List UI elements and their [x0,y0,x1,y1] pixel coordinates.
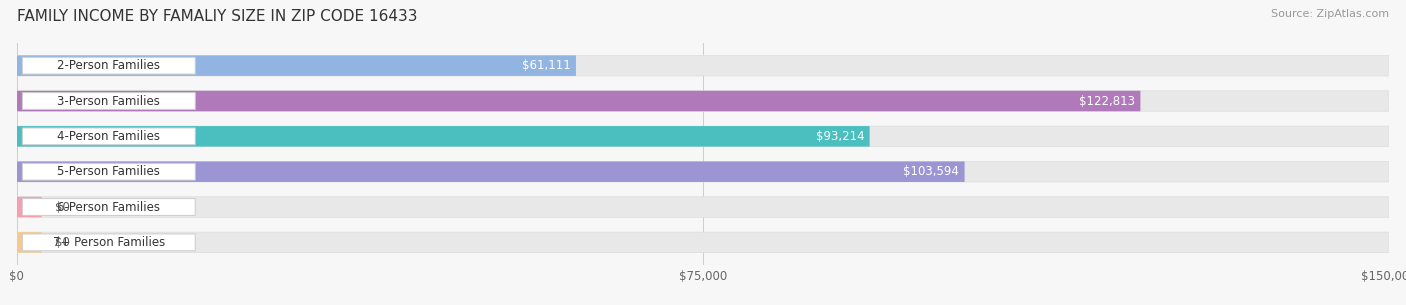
FancyBboxPatch shape [17,161,965,182]
Text: Source: ZipAtlas.com: Source: ZipAtlas.com [1271,9,1389,19]
FancyBboxPatch shape [17,161,1389,182]
FancyBboxPatch shape [17,91,1140,111]
FancyBboxPatch shape [17,197,1389,217]
FancyBboxPatch shape [17,126,1389,147]
FancyBboxPatch shape [17,232,42,253]
Text: 5-Person Families: 5-Person Families [58,165,160,178]
FancyBboxPatch shape [22,57,195,74]
Text: 3-Person Families: 3-Person Families [58,95,160,108]
Text: FAMILY INCOME BY FAMALIY SIZE IN ZIP CODE 16433: FAMILY INCOME BY FAMALIY SIZE IN ZIP COD… [17,9,418,24]
FancyBboxPatch shape [22,128,195,145]
FancyBboxPatch shape [17,232,1389,253]
Text: 7+ Person Families: 7+ Person Families [52,236,165,249]
Text: $93,214: $93,214 [815,130,865,143]
FancyBboxPatch shape [17,197,42,217]
Text: $103,594: $103,594 [903,165,959,178]
FancyBboxPatch shape [17,126,870,147]
FancyBboxPatch shape [22,199,195,215]
FancyBboxPatch shape [17,56,1389,76]
FancyBboxPatch shape [22,163,195,180]
FancyBboxPatch shape [17,91,1389,111]
Text: 4-Person Families: 4-Person Families [58,130,160,143]
FancyBboxPatch shape [22,234,195,251]
Text: 2-Person Families: 2-Person Families [58,59,160,72]
Text: $61,111: $61,111 [522,59,571,72]
FancyBboxPatch shape [17,56,576,76]
Text: $0: $0 [55,200,70,214]
FancyBboxPatch shape [22,93,195,109]
Text: $122,813: $122,813 [1078,95,1135,108]
Text: 6-Person Families: 6-Person Families [58,200,160,214]
Text: $0: $0 [55,236,70,249]
